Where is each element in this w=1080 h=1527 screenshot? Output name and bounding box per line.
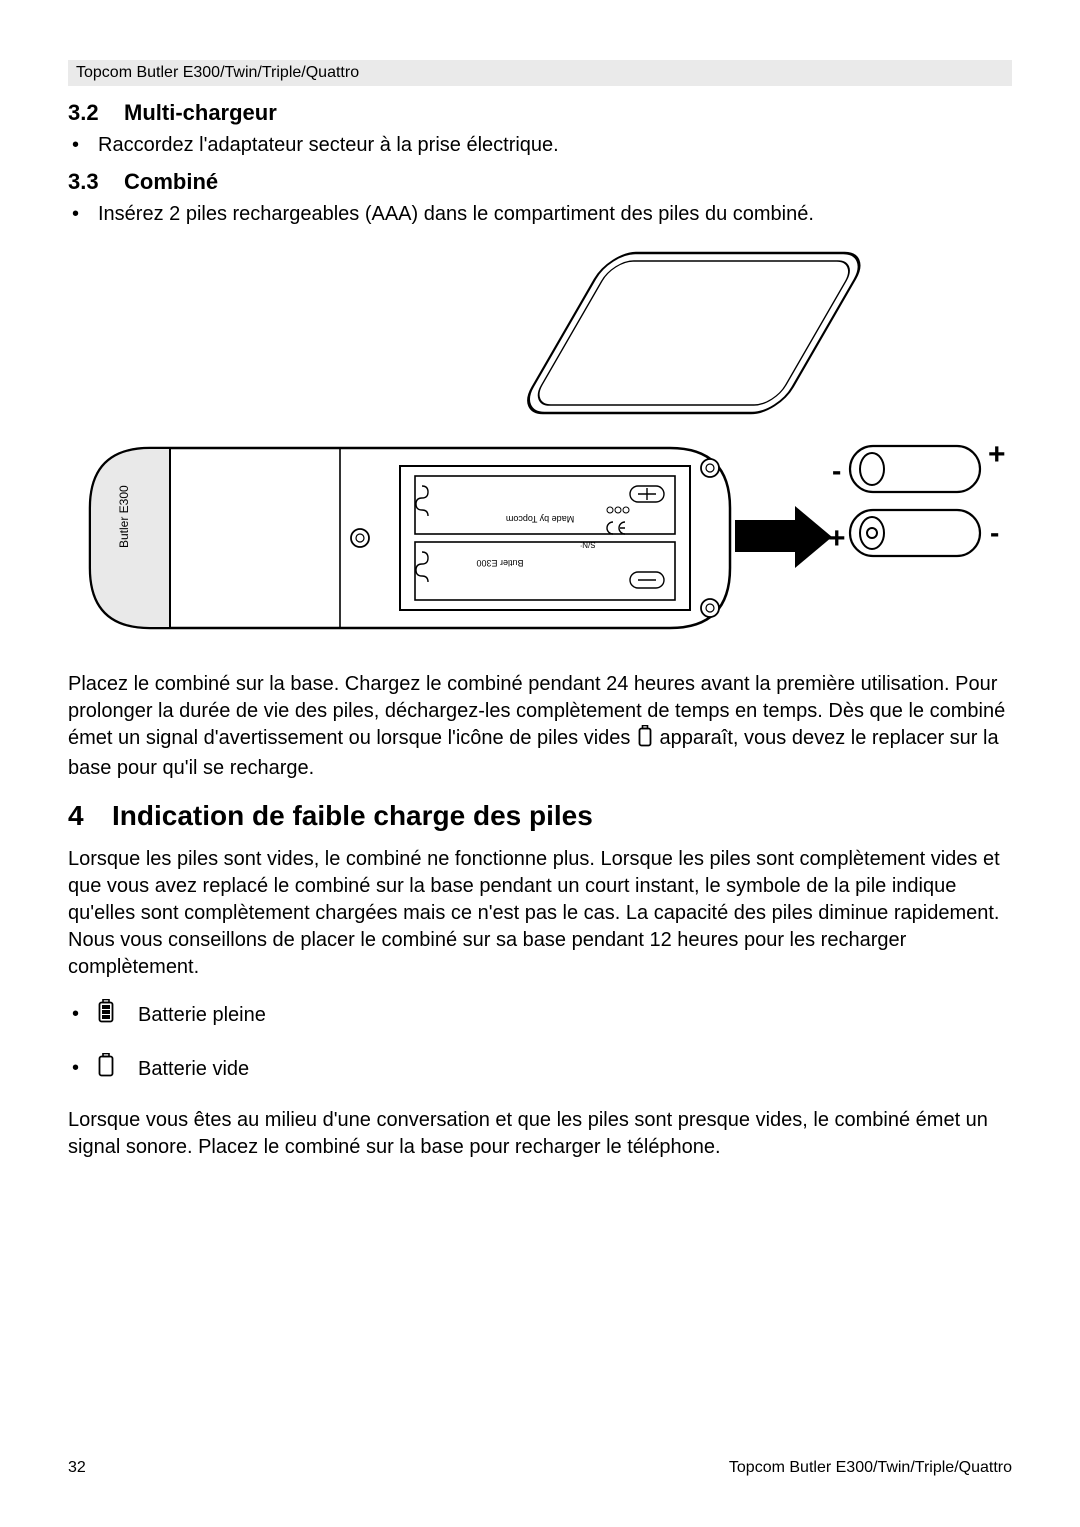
charging-instruction-paragraph: Placez le combiné sur la base. Chargez l… — [68, 671, 1012, 782]
diagram-label-made-by: Made by Topcom — [506, 514, 574, 524]
section-4-title: Indication de faible charge des piles — [112, 800, 593, 831]
section-3-2-title: Multi-chargeur — [124, 100, 277, 125]
page-number: 32 — [68, 1459, 86, 1477]
page-header-bar: Topcom Butler E300/Twin/Triple/Quattro — [68, 60, 1012, 86]
section-4-number: 4 — [68, 800, 112, 832]
battery-status-list: Batterie pleine Batterie vide — [68, 999, 1012, 1085]
section-4-heading: 4Indication de faible charge des piles — [68, 800, 1012, 832]
battery-cell-top: - + — [832, 438, 1006, 492]
footer-right-text: Topcom Butler E300/Twin/Triple/Quattro — [729, 1459, 1012, 1477]
diagram-label-model-inside: Butler E300 — [476, 558, 523, 568]
diagram-label-model-side: Butler E300 — [117, 485, 131, 548]
section-3-3-title: Combiné — [124, 169, 218, 194]
polarity-plus-2: + — [828, 522, 846, 555]
section-3-3-number: 3.3 — [68, 169, 124, 195]
polarity-minus-1: - — [832, 455, 841, 486]
battery-empty-label: Batterie vide — [138, 1056, 249, 1083]
section-3-3-bullet: Insérez 2 piles rechargeables (AAA) dans… — [68, 201, 1012, 228]
page-footer: 32 Topcom Butler E300/Twin/Triple/Quattr… — [68, 1459, 1012, 1477]
battery-cell-bottom: + - — [828, 510, 999, 556]
section-3-2-bullet: Raccordez l'adaptateur secteur à la pris… — [68, 132, 1012, 159]
diagram-label-sn: S/N: — [580, 540, 596, 549]
section-3-2-list: Raccordez l'adaptateur secteur à la pris… — [68, 132, 1012, 159]
insertion-arrow-icon — [735, 506, 832, 568]
section-4-para2: Lorsque vous êtes au milieu d'une conver… — [68, 1107, 1012, 1161]
battery-empty-item: Batterie vide — [68, 1053, 1012, 1085]
polarity-minus-2: - — [990, 517, 999, 548]
handset-battery-diagram: Butler E300 — [68, 248, 1012, 653]
section-4-para1: Lorsque les piles sont vides, le combiné… — [68, 846, 1012, 981]
section-3-2-heading: 3.2Multi-chargeur — [68, 100, 1012, 126]
battery-full-label: Batterie pleine — [138, 1002, 266, 1029]
polarity-plus-1: + — [988, 438, 1006, 471]
battery-full-item: Batterie pleine — [68, 999, 1012, 1031]
header-title: Topcom Butler E300/Twin/Triple/Quattro — [76, 64, 359, 81]
section-3-2-number: 3.2 — [68, 100, 124, 126]
battery-full-icon — [98, 999, 124, 1031]
battery-empty-inline-icon — [638, 725, 652, 755]
section-3-3-list: Insérez 2 piles rechargeables (AAA) dans… — [68, 201, 1012, 228]
section-3-3-heading: 3.3Combiné — [68, 169, 1012, 195]
battery-empty-icon — [98, 1053, 124, 1085]
